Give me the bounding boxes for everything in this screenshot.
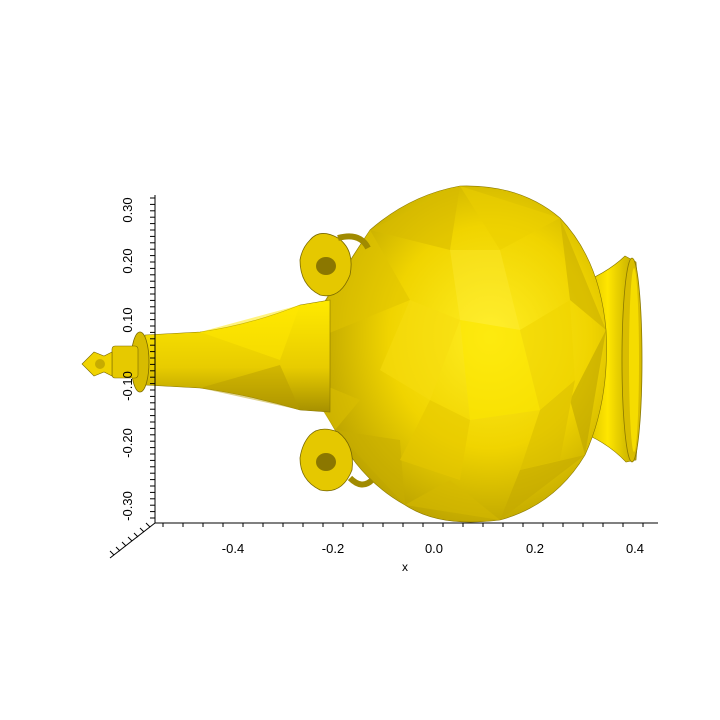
y-tick-labels: -0.30 -0.20 -0.10 0.10 0.20 0.30 [120, 197, 135, 520]
y-tick-label: -0.20 [120, 428, 135, 458]
x-tick-label: 0.0 [425, 541, 443, 556]
x-axis-title: x [402, 560, 408, 574]
z-axis-ticks [109, 522, 151, 556]
y-axis-ticks [150, 197, 155, 519]
lower-handle [299, 428, 375, 492]
x-tick-label: 0.4 [626, 541, 644, 556]
y-tick-label: -0.10 [120, 371, 135, 401]
x-tick-label: -0.4 [222, 541, 244, 556]
y-tick-label: 0.30 [120, 197, 135, 222]
stopper-finial [81, 345, 139, 379]
x-tick-label: 0.2 [526, 541, 544, 556]
upper-handle [299, 233, 371, 297]
x-axis-ticks [162, 523, 644, 527]
z-axis-line [109, 522, 156, 559]
vase-mesh [81, 185, 643, 523]
x-tick-label: -0.2 [322, 541, 344, 556]
x-tick-labels: -0.4 -0.2 0.0 0.2 0.4 [222, 541, 644, 556]
y-tick-label: 0.10 [120, 307, 135, 332]
y-tick-label: 0.20 [120, 248, 135, 273]
body-facets [300, 186, 606, 520]
y-tick-label: -0.30 [120, 491, 135, 521]
